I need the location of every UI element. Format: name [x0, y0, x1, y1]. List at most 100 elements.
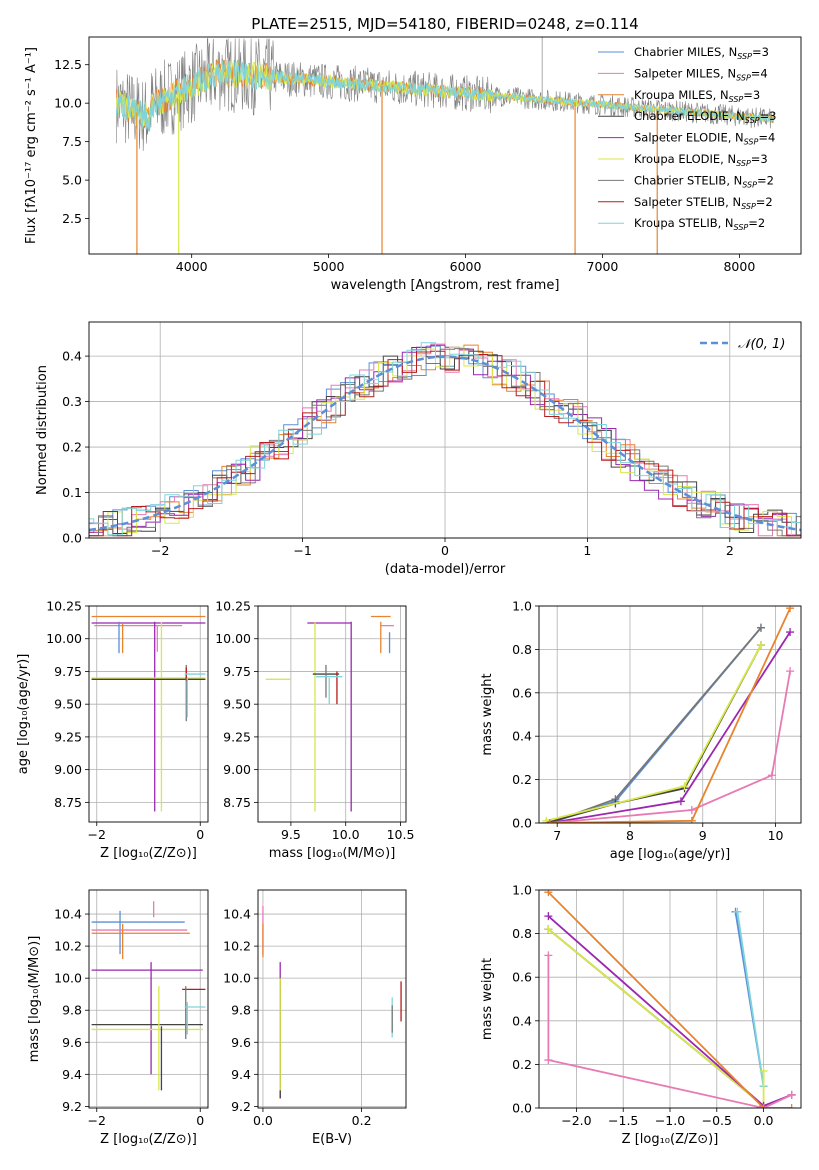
histogram-step	[89, 347, 801, 537]
y-tick-label: 0.4	[62, 349, 82, 364]
weight-series	[545, 628, 795, 823]
y-tick-label: 10.0	[54, 96, 82, 111]
y-tick-label: 7.5	[62, 134, 82, 149]
panel-mass-vs-EBV: 0.0 0.2 9.2 9.4 9.6 9.8 10.0 10.2 10.4 E(B-V)	[223, 889, 407, 1147]
weight-series	[545, 606, 795, 823]
y-tick-label: 9.2	[62, 1099, 82, 1114]
weight-marker	[787, 1104, 796, 1108]
y-tick-label: 0.0	[62, 531, 82, 546]
weight-marker	[544, 890, 553, 897]
y-tick-label: 0.8	[512, 926, 532, 941]
weight-marker	[687, 816, 696, 823]
x-tick-label: 9	[699, 828, 707, 843]
y-axis-label: mass [log₁₀(M/M⊙)]	[27, 936, 42, 1063]
plot-area	[542, 606, 795, 823]
y-tick-label: 9.25	[223, 729, 251, 744]
weight-marker	[767, 771, 776, 780]
x-tick-label: −2.0	[561, 1113, 591, 1128]
x-axis-label: E(B-V)	[312, 1132, 352, 1147]
legend-entry: Salpeter STELIB, NSSP=2	[634, 195, 773, 211]
plot-area	[116, 37, 774, 254]
y-tick-label: 10.25	[215, 599, 251, 614]
spectrum-series-line	[116, 59, 774, 131]
weight-marker	[786, 606, 795, 613]
x-tick-label: 4000	[176, 259, 208, 274]
x-axis-label: Z [log₁₀(Z/Z⊙)]	[100, 846, 197, 861]
y-tick-label: 0.0	[512, 816, 532, 831]
weight-marker	[759, 1066, 768, 1075]
y-tick-label: 0.4	[512, 1013, 532, 1028]
y-axis-label: Flux [fλ10⁻¹⁷ erg cm⁻² s⁻¹ A⁻¹]	[24, 47, 39, 244]
legend-entry: Kroupa STELIB, NSSP=2	[634, 216, 765, 232]
y-tick-label: 10.2	[223, 939, 251, 954]
weight-series	[544, 925, 768, 1108]
y-tick-label: 10.4	[54, 907, 82, 922]
weight-marker	[676, 797, 685, 806]
axes-frame	[88, 36, 802, 255]
weight-line	[547, 928, 765, 1108]
x-tick-label: 2	[726, 543, 734, 558]
figure-title: PLATE=2515, MJD=54180, FIBERID=0248, z=0…	[251, 15, 638, 33]
y-tick-label: 9.00	[223, 762, 251, 777]
x-axis-label: wavelength [Angstrom, rest frame]	[331, 278, 560, 293]
x-tick-label: 0.0	[253, 1113, 273, 1128]
plot-area	[262, 906, 402, 1099]
x-tick-label: −1.5	[608, 1113, 638, 1128]
x-tick-label: 0.2	[352, 1113, 372, 1128]
x-axis-label: Z [log₁₀(Z/Z⊙)]	[622, 1132, 719, 1147]
x-tick-label: 5000	[313, 259, 345, 274]
y-tick-label: 10.2	[54, 939, 82, 954]
panel-residuals: −2 −1 0 1 2 0.0 0.1 0.2 0.3 0.4 (data-model)/error…	[35, 321, 802, 577]
x-tick-label: 10.5	[387, 827, 415, 842]
weight-line	[549, 631, 791, 823]
y-tick-label: 5.0	[62, 173, 82, 188]
y-tick-label: 1.0	[512, 883, 532, 898]
plot-area	[544, 890, 796, 1108]
y-tick-label: 9.6	[62, 1035, 82, 1050]
x-tick-label: 7	[553, 828, 561, 843]
weight-line	[547, 955, 792, 1108]
weight-line	[547, 891, 792, 1108]
weight-series	[544, 890, 796, 1108]
weight-marker	[786, 667, 795, 676]
y-tick-label: 0.2	[62, 440, 82, 455]
y-axis-label: mass weight	[480, 673, 495, 755]
plot-area	[265, 615, 394, 812]
x-tick-label: −1	[293, 543, 311, 558]
x-tick-label: −2	[88, 827, 106, 842]
y-tick-label: 10.0	[223, 971, 251, 986]
legend-entry: Salpeter MILES, NSSP=4	[634, 66, 768, 82]
y-axis-label: age [log₁₀(age/yr)]	[16, 654, 31, 775]
axes-frame	[88, 605, 209, 823]
y-tick-label: 0.4	[512, 729, 532, 744]
plot-area	[91, 901, 206, 1091]
weight-marker	[787, 1090, 796, 1099]
x-axis-label: (data-model)/error	[385, 562, 506, 577]
weight-marker	[544, 912, 553, 921]
y-tick-label: 0.6	[512, 970, 532, 985]
weight-marker	[756, 641, 765, 650]
axes-frame	[88, 889, 209, 1109]
panel-spectrum: 4000 5000 6000 7000 8000 2.5 5.0 7.5 10.0 12.5 wav…	[24, 36, 802, 293]
y-tick-label: 9.6	[231, 1035, 251, 1050]
plot-area	[91, 615, 206, 812]
y-axis-label: Normed distribution	[35, 365, 50, 495]
panel-age-vs-Z: −2 0 8.75 9.00 9.25 9.50 9.75 10.00 10.25 Z [log₁…	[16, 599, 209, 861]
histogram-step	[89, 344, 801, 537]
y-tick-label: 10.4	[223, 907, 251, 922]
y-tick-label: 9.50	[54, 697, 82, 712]
y-tick-label: 0.3	[62, 394, 82, 409]
y-tick-label: 0.6	[512, 685, 532, 700]
y-tick-label: 9.4	[231, 1067, 251, 1082]
y-tick-label: 9.00	[54, 762, 82, 777]
y-tick-label: 9.75	[223, 664, 251, 679]
x-tick-label: −1.0	[655, 1113, 685, 1128]
histogram-step	[89, 346, 801, 537]
panel-weight-vs-age: 7 8 9 10 0.0 0.2 0.4 0.6 0.8 1.0 age [log₁₀(age/yr…	[480, 599, 802, 862]
weight-marker	[786, 628, 795, 637]
y-tick-label: 9.25	[54, 729, 82, 744]
x-tick-label: 10	[768, 828, 784, 843]
y-tick-label: 10.00	[46, 631, 82, 646]
x-tick-label: 10.0	[332, 827, 360, 842]
weight-marker	[545, 819, 554, 823]
